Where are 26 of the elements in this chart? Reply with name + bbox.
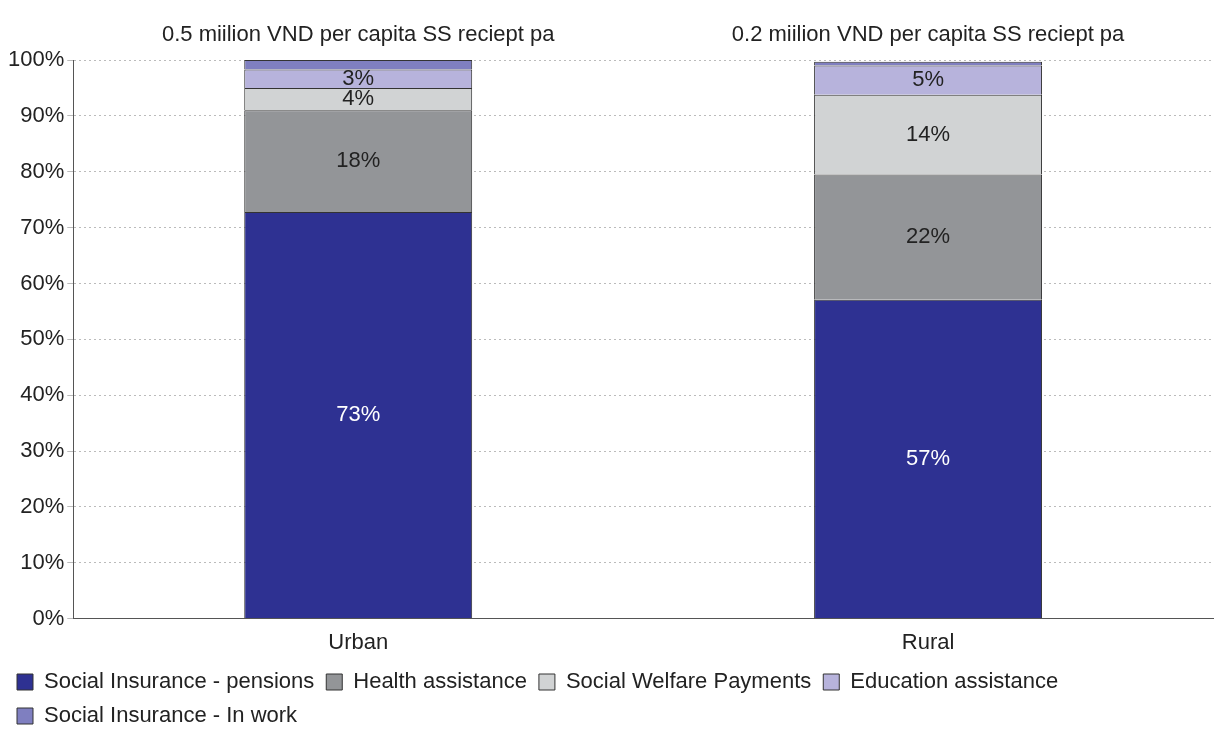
data-label: 5% [912,66,944,92]
legend-label: Education assistance [850,668,1059,694]
legend-label: Social Insurance - pensions [44,668,315,694]
data-label: 73% [336,401,381,427]
y-tick-label: 20% [20,492,65,518]
legend-label: Social Insurance - In work [44,702,299,728]
y-tick-label: 70% [20,213,65,239]
text: 0.5 miilion VND per capita SS reciept pa [161,21,556,47]
y-tick-label: 80% [20,157,65,183]
y-tick-label: 10% [20,548,65,574]
y-tick-label: 60% [20,269,65,295]
y-tick-label: 40% [20,381,65,407]
y-tick-label: 0% [32,604,65,630]
y-tick-label: 100% [7,46,65,72]
data-label: 14% [906,120,951,146]
data-label: 22% [906,223,951,249]
y-tick-label: 50% [20,325,65,351]
y-tick-label: 90% [20,101,65,127]
legend-label: Social Welfare Payments [565,668,812,694]
x-tick-label: Urban [328,628,389,654]
x-tick-label: Rural [901,628,955,654]
data-label: 18% [336,147,381,173]
text: 0.2 miilion VND per capita SS reciept pa [731,21,1126,47]
legend-label: Health assistance [353,668,527,694]
y-tick-label: 30% [20,437,65,463]
data-label: 57% [906,444,951,470]
